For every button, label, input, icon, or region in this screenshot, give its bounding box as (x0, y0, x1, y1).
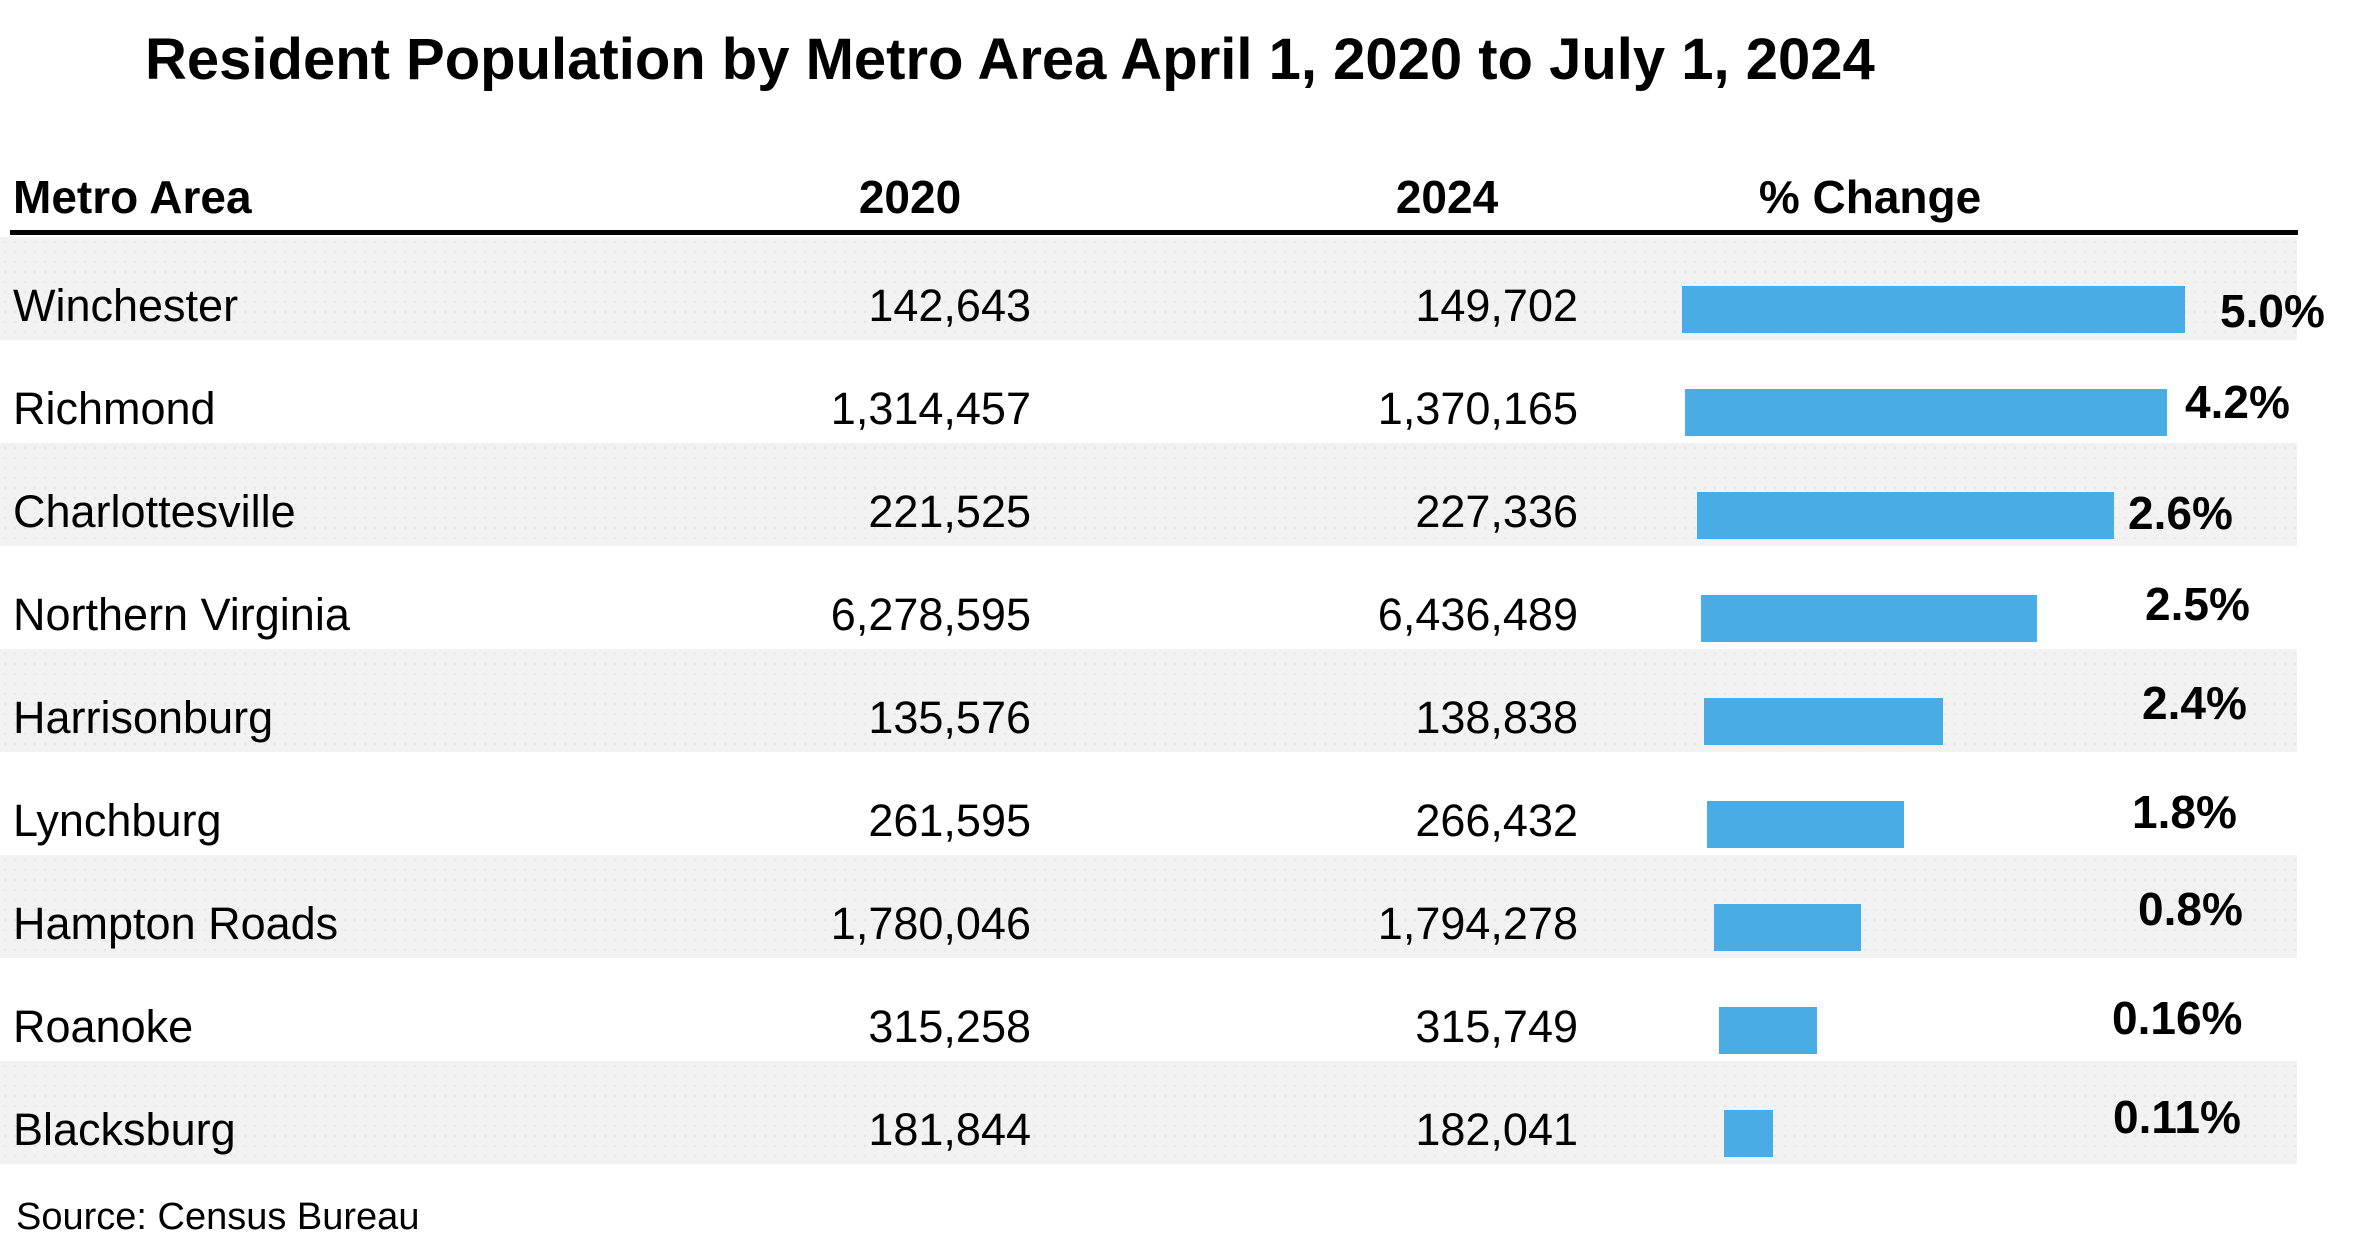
pct-change-bar (1697, 492, 2114, 539)
column-header-metro-area: Metro Area (13, 171, 252, 223)
pop-2024-cell: 1,794,278 (1377, 898, 1578, 949)
chart-title: Resident Population by Metro Area April … (145, 27, 1875, 92)
source-note: Source: Census Bureau (16, 1196, 420, 1238)
pop-2020-cell: 261,595 (868, 795, 1031, 846)
pct-change-label: 0.8% (2138, 883, 2243, 935)
table-row: Lynchburg 261,595 266,432 1.8% (0, 752, 2358, 855)
pct-change-bar (1719, 1007, 1817, 1054)
pop-2024-cell: 266,432 (1415, 795, 1578, 846)
metro-area-cell: Charlottesville (13, 486, 296, 537)
pct-change-label: 2.6% (2128, 487, 2233, 539)
pop-2020-cell: 142,643 (868, 280, 1031, 331)
metro-area-cell: Roanoke (13, 1001, 194, 1052)
metro-area-cell: Lynchburg (13, 795, 222, 846)
pct-change-bar (1704, 698, 1943, 745)
pct-change-label: 0.11% (2113, 1091, 2241, 1143)
pct-change-bar (1714, 904, 1861, 951)
pop-2020-cell: 1,780,046 (830, 898, 1031, 949)
pop-2020-cell: 135,576 (868, 692, 1031, 743)
pop-2024-cell: 227,336 (1415, 486, 1578, 537)
pct-change-label: 2.4% (2142, 677, 2247, 729)
pct-change-label: 1.8% (2132, 786, 2237, 838)
table-row: Blacksburg 181,844 182,041 0.11% (0, 1061, 2358, 1164)
pop-2020-cell: 1,314,457 (830, 383, 1031, 434)
table-row: Winchester 142,643 149,702 5.0% (0, 237, 2358, 340)
pct-change-bar (1701, 595, 2037, 642)
table-row: Charlottesville 221,525 227,336 2.6% (0, 443, 2358, 546)
pct-change-bar (1707, 801, 1904, 848)
pct-change-bar (1724, 1110, 1773, 1157)
table-row: Northern Virginia 6,278,595 6,436,489 2.5% (0, 546, 2358, 649)
pct-change-label: 5.0% (2220, 285, 2325, 337)
pop-2024-cell: 138,838 (1415, 692, 1578, 743)
metro-area-cell: Richmond (13, 383, 216, 434)
table-row: Richmond 1,314,457 1,370,165 4.2% (0, 340, 2358, 443)
metro-area-cell: Winchester (13, 280, 239, 331)
table-row: Hampton Roads 1,780,046 1,794,278 0.8% (0, 855, 2358, 958)
pop-2020-cell: 315,258 (868, 1001, 1031, 1052)
pop-2024-cell: 1,370,165 (1377, 383, 1578, 434)
metro-area-cell: Northern Virginia (13, 589, 350, 640)
pct-change-bar (1685, 389, 2167, 436)
pop-2020-cell: 221,525 (868, 486, 1031, 537)
pop-2024-cell: 149,702 (1415, 280, 1578, 331)
pop-2024-cell: 315,749 (1415, 1001, 1578, 1052)
pct-change-bar (1682, 286, 2185, 333)
table-header-row: Metro Area 2020 2024 % Change (0, 160, 2358, 230)
metro-area-cell: Hampton Roads (13, 898, 339, 949)
pop-2024-cell: 6,436,489 (1377, 589, 1578, 640)
pct-change-label: 4.2% (2185, 376, 2290, 428)
header-divider-line (10, 230, 2298, 235)
column-header-2024: 2024 (1395, 171, 1499, 223)
pop-2020-cell: 181,844 (868, 1104, 1031, 1155)
column-header-2020: 2020 (858, 171, 962, 223)
table-row: Harrisonburg 135,576 138,838 2.4% (0, 649, 2358, 752)
row-stripe-background (0, 1061, 2297, 1164)
pct-change-label: 0.16% (2112, 992, 2243, 1044)
metro-area-cell: Blacksburg (13, 1104, 236, 1155)
row-stripe-background (0, 855, 2297, 958)
pop-2020-cell: 6,278,595 (830, 589, 1031, 640)
row-stripe-background (0, 649, 2297, 752)
column-header-pct-change: % Change (1758, 171, 1982, 223)
table-row: Roanoke 315,258 315,749 0.16% (0, 958, 2358, 1061)
metro-area-cell: Harrisonburg (13, 692, 274, 743)
pop-2024-cell: 182,041 (1415, 1104, 1578, 1155)
pct-change-label: 2.5% (2145, 578, 2250, 630)
